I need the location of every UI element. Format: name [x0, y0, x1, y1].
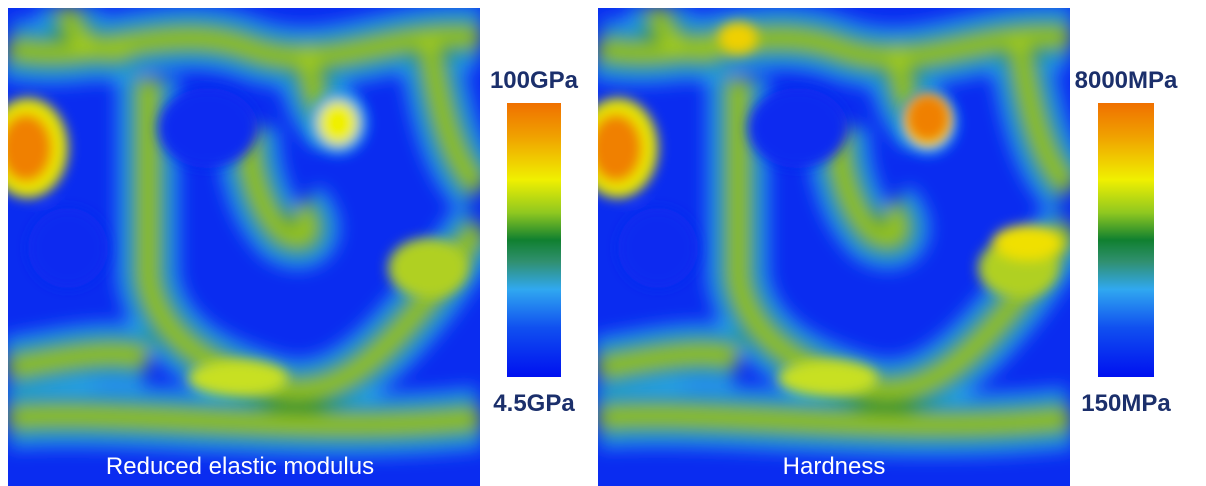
colorbar: [1098, 103, 1154, 377]
scale-max: 100GPa: [490, 67, 579, 94]
panel-label: Hardness: [783, 453, 886, 480]
modulus-map: [0, 8, 480, 486]
hardness-map: [578, 8, 1070, 486]
modulus-panel: Reduced elastic modulus 100GPa 4.5GPa: [0, 8, 579, 486]
hardness-panel: Hardness 8000MPa 150MPa: [578, 8, 1178, 486]
scale-min: 4.5GPa: [493, 390, 575, 417]
scale-min: 150MPa: [1081, 390, 1171, 417]
panel-label: Reduced elastic modulus: [106, 453, 374, 480]
scale-max: 8000MPa: [1075, 67, 1178, 94]
colorbar: [507, 103, 561, 377]
